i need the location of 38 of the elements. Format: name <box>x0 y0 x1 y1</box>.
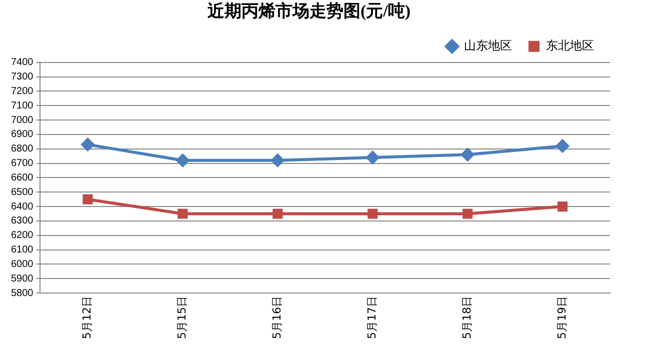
point <box>368 208 378 219</box>
point <box>366 151 380 164</box>
point <box>557 201 568 212</box>
chart-title: 近期丙烯市场走势图(元/吨) <box>206 2 411 21</box>
x-tick-label: 5月16日 <box>270 296 284 340</box>
y-tick-label: 6200 <box>10 230 34 242</box>
y-tick-label: 5800 <box>10 288 34 299</box>
point <box>556 139 570 152</box>
y-tick-label: 6100 <box>10 244 34 256</box>
point <box>178 208 188 219</box>
y-tick-label: 6300 <box>10 216 34 227</box>
y-tick-label: 6500 <box>10 186 34 198</box>
y-tick-label: 7300 <box>10 72 34 83</box>
y-tick-label: 6000 <box>10 258 34 270</box>
point <box>272 208 283 219</box>
y-tick-label: 7000 <box>10 114 34 126</box>
x-tick-label: 5月19日 <box>555 296 568 340</box>
point <box>176 154 190 167</box>
y-tick-label: 5900 <box>10 273 34 284</box>
point <box>461 148 474 162</box>
y-tick-label: 6800 <box>10 144 34 155</box>
y-tick-label: 6400 <box>10 201 34 212</box>
y-tick-label: 7400 <box>10 57 34 68</box>
y-tick-label: 6600 <box>10 172 34 184</box>
point <box>81 138 94 152</box>
point <box>82 194 93 204</box>
legend-label: 山东地区 <box>464 38 512 53</box>
x-tick-label: 5月12日 <box>80 296 94 340</box>
y-tick-label: 6700 <box>10 158 34 170</box>
y-tick-label: 7200 <box>10 86 34 97</box>
x-tick-label: 5月18日 <box>460 296 474 340</box>
point <box>271 154 284 167</box>
y-tick-label: 6900 <box>10 129 34 140</box>
legend-label: 东北地区 <box>546 38 594 53</box>
point <box>462 208 473 219</box>
y-tick-label: 7100 <box>10 100 34 112</box>
x-tick-label: 5月17日 <box>365 296 378 340</box>
x-tick-label: 5月15日 <box>176 296 189 340</box>
